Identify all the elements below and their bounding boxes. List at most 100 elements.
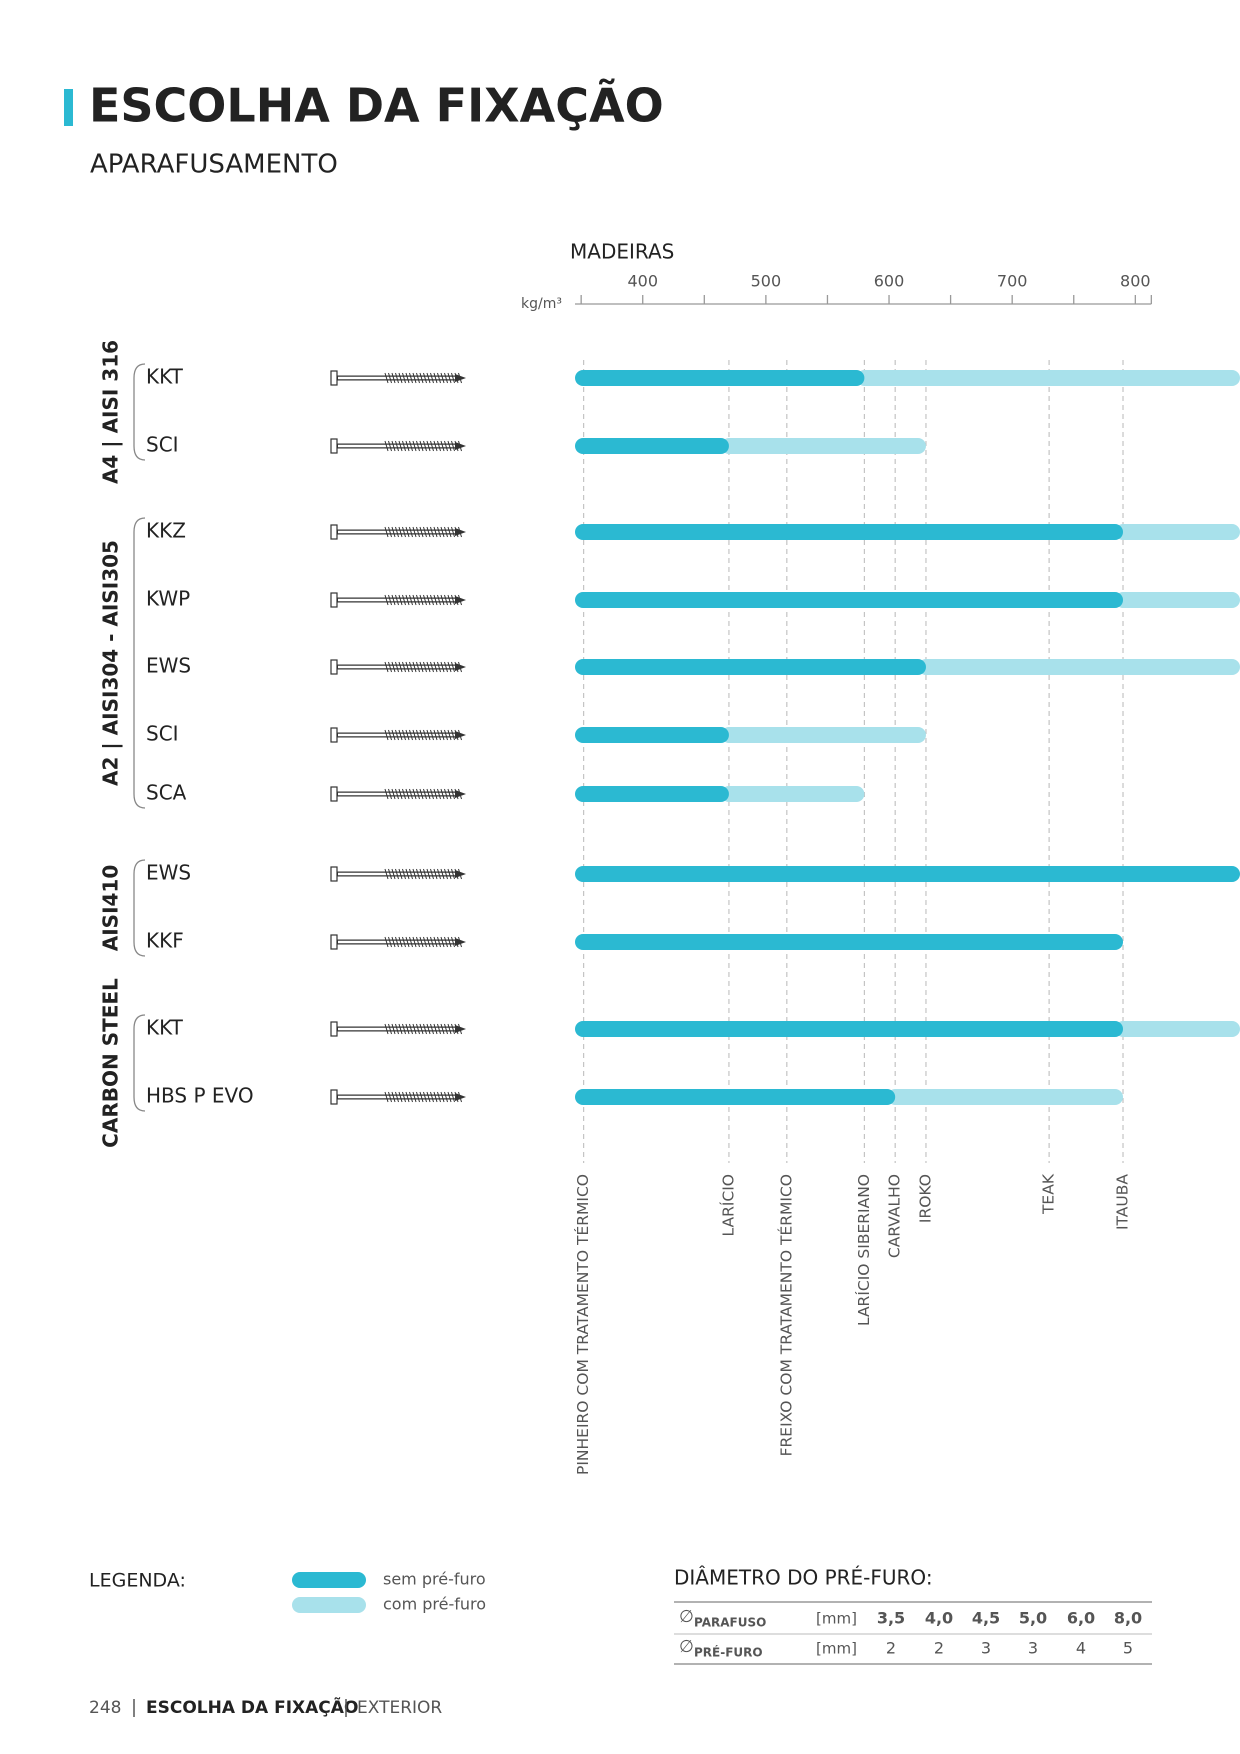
screw-thread: [430, 936, 434, 948]
group-label: A2 | AISI304 - AISI305: [99, 540, 123, 786]
screw-thread: [423, 1091, 427, 1103]
screw-thread: [398, 868, 403, 880]
screw-thread: [384, 661, 389, 673]
screw-thread: [433, 1091, 438, 1103]
screw-thread: [433, 729, 438, 741]
screw-icon: [330, 592, 466, 608]
x-tick-label: 400: [627, 272, 658, 291]
screw-thread: [444, 594, 448, 606]
screw-tip: [455, 442, 466, 450]
screw-thread: [402, 661, 406, 673]
screw-thread: [388, 1091, 392, 1103]
screw-thread: [391, 729, 396, 741]
footer-chapter: EXTERIOR: [357, 1698, 442, 1718]
screw-thread: [416, 372, 420, 384]
screw-thread: [447, 936, 452, 948]
screw-thread: [391, 594, 396, 606]
table-symbol: ∅: [679, 1607, 694, 1627]
screw-thread: [433, 788, 438, 800]
screw-thread: [388, 936, 392, 948]
screw-thread: [391, 1023, 396, 1035]
screw-thread: [451, 936, 455, 948]
screw-thread: [433, 1023, 438, 1035]
screw-thread: [409, 372, 413, 384]
screw-thread: [416, 661, 420, 673]
screw-thread: [451, 526, 455, 538]
screw-icon: [330, 934, 466, 950]
screw-thread: [437, 868, 441, 880]
screw-tip: [455, 663, 466, 671]
row-label: KKF: [146, 929, 184, 953]
title-accent: [64, 89, 73, 126]
screw-thread: [419, 868, 424, 880]
screw-thread: [398, 526, 403, 538]
screw-thread: [426, 868, 431, 880]
page-subtitle: APARAFUSAMENTO: [90, 150, 338, 180]
table-cell: 4: [1076, 1639, 1086, 1658]
table-cell: 8,0: [1114, 1609, 1142, 1628]
screw-thread: [412, 1091, 417, 1103]
row-label: SCA: [146, 781, 187, 805]
screw-thread: [426, 1091, 431, 1103]
screw-thread: [437, 1023, 441, 1035]
x-tick-label: 600: [874, 272, 905, 291]
screw-thread: [430, 440, 434, 452]
screw-thread: [405, 372, 410, 384]
screw-thread: [405, 868, 410, 880]
screw-thread: [433, 594, 438, 606]
screw-thread: [416, 1091, 420, 1103]
screw-thread: [409, 526, 413, 538]
screw-thread: [437, 594, 441, 606]
screw-thread: [412, 594, 417, 606]
screw-thread: [388, 788, 392, 800]
screw-thread: [430, 729, 434, 741]
screw-thread: [437, 661, 441, 673]
screw-icon: [330, 1089, 466, 1105]
screw-icon: [330, 727, 466, 743]
screw-thread: [440, 1023, 445, 1035]
screw-thread: [416, 729, 420, 741]
screw-thread: [405, 594, 410, 606]
table-cell: 4,0: [925, 1609, 953, 1628]
screw-thread: [384, 868, 389, 880]
screw-thread: [409, 936, 413, 948]
screw-thread: [430, 1091, 434, 1103]
screw-head: [330, 524, 338, 540]
screw-thread: [437, 729, 441, 741]
screw-thread: [384, 1091, 389, 1103]
screw-thread: [451, 1091, 455, 1103]
screw-thread: [423, 729, 427, 741]
screw-thread: [398, 788, 403, 800]
table-cell: 6,0: [1067, 1609, 1095, 1628]
screw-thread: [447, 440, 452, 452]
screw-tip: [455, 528, 466, 536]
screw-head: [330, 592, 338, 608]
screw-thread: [419, 372, 424, 384]
group-label: A4 | AISI 316: [99, 340, 123, 484]
footer-section: ESCOLHA DA FIXAÇÃO: [146, 1695, 358, 1718]
screw-thread: [444, 788, 448, 800]
screw-thread: [412, 526, 417, 538]
screw-head: [330, 659, 338, 675]
screw-thread: [437, 372, 441, 384]
screw-thread: [412, 788, 417, 800]
screw-thread: [409, 594, 413, 606]
group-bracket: [133, 517, 146, 809]
screw-thread: [426, 729, 431, 741]
screw-head: [330, 866, 338, 882]
screw-thread: [388, 729, 392, 741]
screw-thread: [423, 868, 427, 880]
screw-thread: [426, 372, 431, 384]
table-cell: 3: [981, 1639, 991, 1658]
screw-thread: [430, 372, 434, 384]
table-cell: 3,5: [877, 1609, 905, 1628]
screw-thread: [409, 788, 413, 800]
table-cell: 5: [1123, 1639, 1133, 1658]
screw-thread: [447, 788, 452, 800]
screw-tip: [455, 790, 466, 798]
screw-thread: [398, 440, 403, 452]
screw-thread: [384, 440, 389, 452]
screw-thread: [440, 729, 445, 741]
screw-thread: [437, 788, 441, 800]
